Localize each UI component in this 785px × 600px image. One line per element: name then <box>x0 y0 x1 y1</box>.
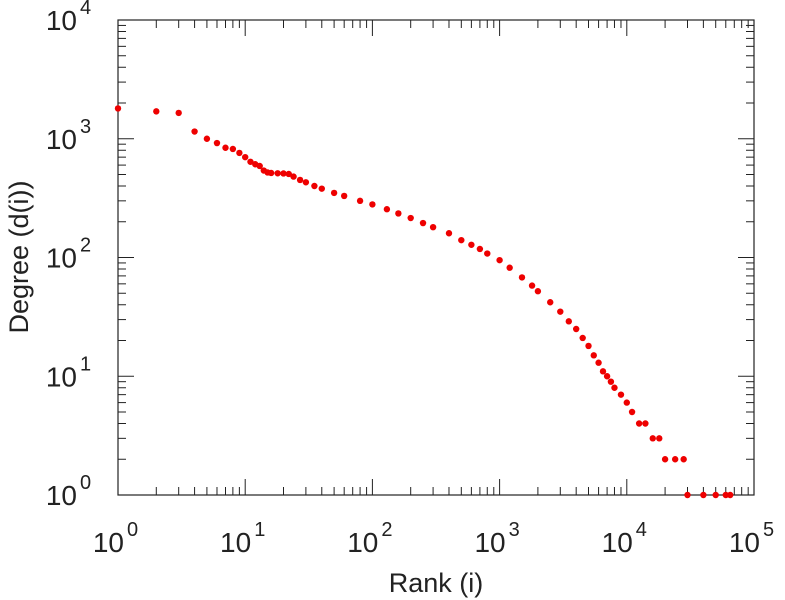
data-point <box>712 491 719 499</box>
data-point <box>419 219 427 227</box>
data-point <box>476 245 484 253</box>
x-tick-exponent: 3 <box>509 519 520 541</box>
data-point <box>114 105 122 112</box>
data-point <box>611 384 618 391</box>
data-point <box>153 108 160 115</box>
data-point <box>671 456 679 463</box>
data-point <box>547 299 554 306</box>
data-point <box>656 435 663 442</box>
data-point <box>330 189 338 197</box>
data-point <box>623 399 630 406</box>
data-point <box>267 169 275 177</box>
data-point <box>572 325 580 333</box>
x-tick-label: 10 <box>93 527 124 558</box>
data-point <box>213 139 221 147</box>
data-point <box>617 391 625 398</box>
x-tick-labels: 10 0 10 1 10 2 10 3 10 4 10 5 <box>93 519 774 558</box>
data-point <box>557 308 564 315</box>
y-axis-title: Degree (d(i)) <box>4 180 34 333</box>
x-axis-title: Rank (i) <box>389 568 484 598</box>
data-point <box>296 176 304 184</box>
y-tick-label: 10 <box>46 243 77 274</box>
data-point <box>528 282 536 289</box>
data-point <box>635 420 643 427</box>
data-point <box>680 456 687 463</box>
data-point <box>222 144 229 151</box>
x-tick-label: 10 <box>347 527 378 558</box>
data-point <box>506 264 513 271</box>
data-point <box>340 192 348 200</box>
minor-ticks <box>118 20 754 495</box>
data-point <box>565 318 573 325</box>
x-tick-exponent: 0 <box>127 519 138 541</box>
data-point <box>599 368 607 375</box>
y-tick-label: 10 <box>46 124 77 155</box>
y-tick-exponent: 4 <box>80 0 91 19</box>
data-point <box>203 135 211 142</box>
major-ticks <box>117 19 755 496</box>
data-point <box>242 153 249 161</box>
y-tick-exponent: 1 <box>80 353 91 375</box>
data-point <box>585 342 592 350</box>
data-point <box>684 491 691 499</box>
data-point <box>518 274 526 281</box>
data-point <box>302 179 310 186</box>
data-point <box>175 109 182 117</box>
data-point <box>247 158 254 165</box>
data-point <box>395 210 402 217</box>
data-point <box>642 420 649 427</box>
x-tick-label: 10 <box>474 527 505 558</box>
data-point <box>534 288 542 295</box>
data-point <box>445 230 453 237</box>
data-point <box>407 214 414 222</box>
data-points <box>114 105 734 499</box>
data-point <box>649 435 656 442</box>
y-tick-label: 10 <box>46 361 77 392</box>
data-point <box>595 359 602 366</box>
x-tick-exponent: 1 <box>254 519 265 541</box>
data-point <box>383 206 391 213</box>
data-point <box>468 241 475 248</box>
data-point <box>290 173 297 180</box>
data-point <box>590 352 597 359</box>
data-point <box>607 378 615 385</box>
y-tick-label: 10 <box>46 480 77 511</box>
data-point <box>274 170 281 177</box>
data-point <box>727 491 734 499</box>
y-tick-exponent: 3 <box>80 116 91 138</box>
data-point <box>318 185 325 192</box>
data-point <box>356 197 364 205</box>
data-point <box>285 170 292 178</box>
plot-frame <box>117 19 755 496</box>
data-point <box>722 491 729 499</box>
data-point <box>236 149 243 157</box>
x-tick-exponent: 5 <box>763 519 774 541</box>
data-point <box>280 170 287 177</box>
data-point <box>311 182 318 190</box>
data-point <box>429 223 437 231</box>
data-point <box>458 236 465 244</box>
y-tick-exponent: 2 <box>80 235 91 257</box>
x-tick-exponent: 2 <box>381 519 392 541</box>
data-point <box>579 334 586 342</box>
data-point <box>256 162 263 170</box>
y-tick-exponent: 0 <box>80 472 91 494</box>
data-point <box>369 201 376 208</box>
data-point <box>191 128 198 135</box>
data-point <box>496 256 503 264</box>
data-point <box>484 250 491 257</box>
x-tick-label: 10 <box>729 527 760 558</box>
x-tick-label: 10 <box>602 527 633 558</box>
data-point <box>229 145 237 153</box>
x-tick-label: 10 <box>220 527 251 558</box>
data-point <box>661 456 669 463</box>
y-tick-label: 10 <box>46 5 77 36</box>
data-point <box>628 408 636 416</box>
data-point <box>603 373 611 380</box>
x-tick-exponent: 4 <box>636 519 647 541</box>
data-point <box>700 491 707 499</box>
